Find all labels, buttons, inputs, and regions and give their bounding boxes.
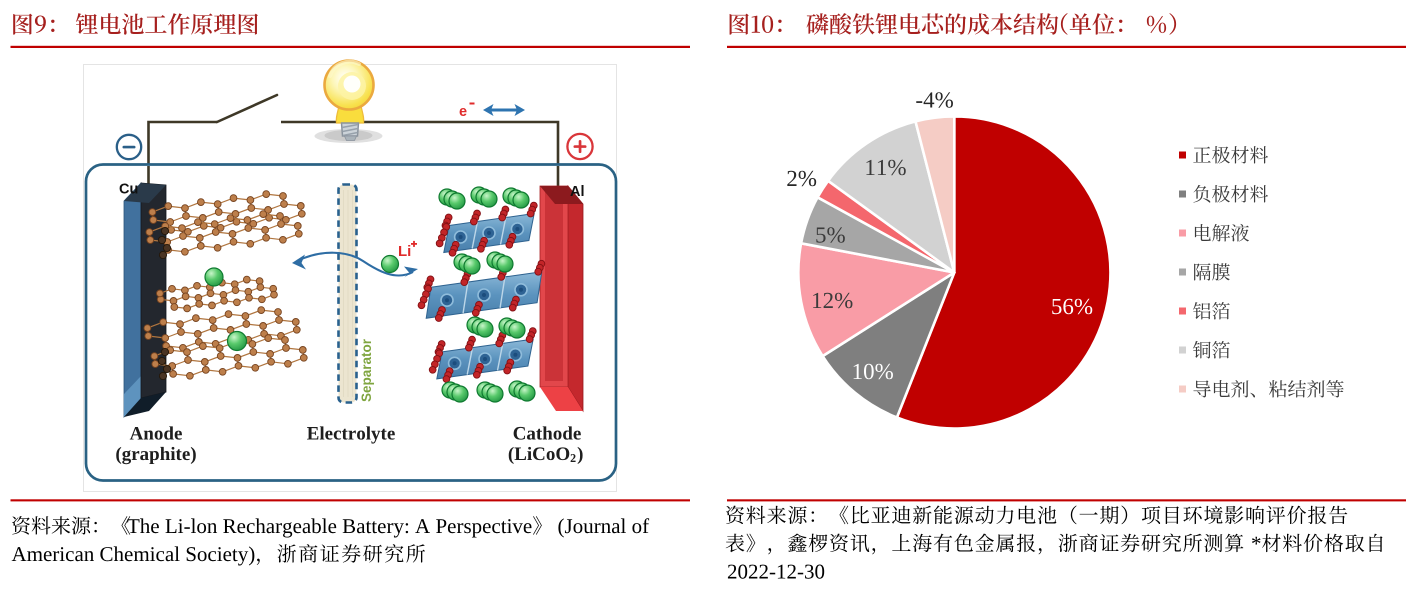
svg-text:Separator: Separator (359, 338, 374, 402)
svg-text:Cu: Cu (119, 182, 138, 198)
svg-text:e: e (459, 104, 467, 120)
svg-text:Al: Al (570, 184, 585, 200)
svg-text:Li: Li (398, 243, 411, 260)
